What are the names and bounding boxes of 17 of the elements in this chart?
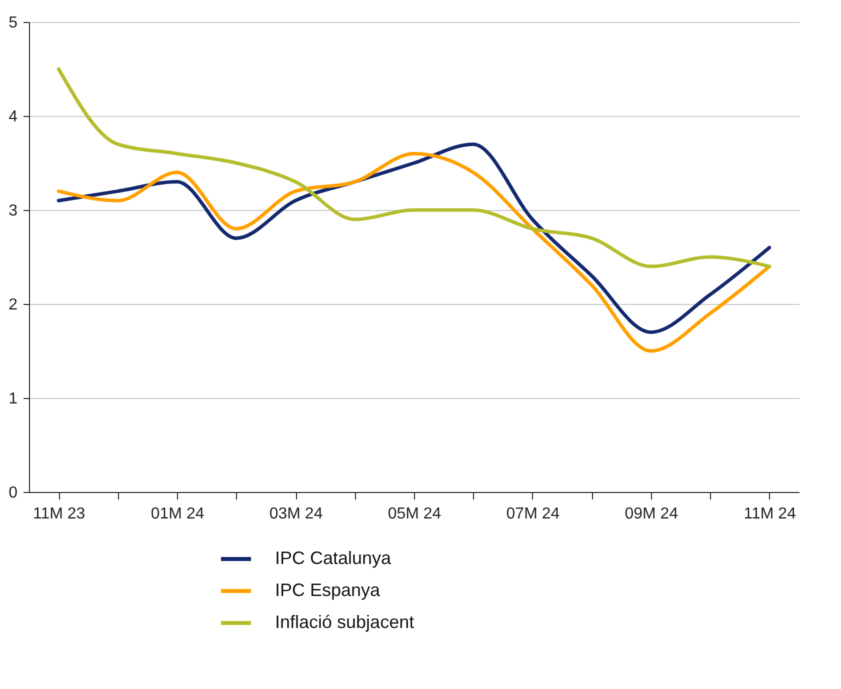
y-tick-label: 5: [8, 14, 18, 32]
x-tick-label: 11M 23: [33, 506, 86, 522]
y-tick-label: 2: [8, 296, 18, 314]
y-tick-label: 4: [8, 108, 18, 126]
x-tick-label: 09M 24: [624, 506, 678, 522]
x-tick-label: 01M 24: [150, 506, 204, 522]
x-tick-label: 03M 24: [269, 506, 323, 522]
x-tick-label: 05M 24: [388, 506, 442, 522]
legend-label: IPC Catalunya: [275, 548, 392, 568]
legend-label: Inflació subjacent: [275, 612, 414, 632]
legend-label: IPC Espanya: [275, 580, 382, 600]
x-tick-label: 07M 24: [506, 506, 560, 522]
y-tick-label: 3: [8, 202, 18, 220]
x-tick-label: 11M 24: [744, 506, 796, 522]
line-series: [56, 67, 772, 268]
y-tick-label: 1: [8, 390, 18, 408]
y-tick-label: 0: [8, 484, 18, 502]
